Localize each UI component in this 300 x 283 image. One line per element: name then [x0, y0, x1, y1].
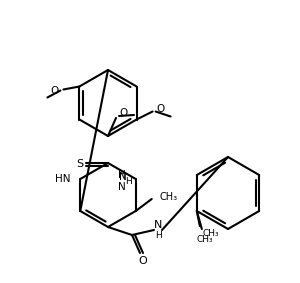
- Text: H: H: [154, 230, 161, 239]
- Text: N: N: [154, 220, 162, 230]
- Text: CH₃: CH₃: [196, 235, 213, 243]
- Text: H
N: H N: [118, 170, 126, 192]
- Text: HN: HN: [55, 174, 70, 184]
- Text: S: S: [76, 159, 84, 169]
- Text: O: O: [50, 87, 59, 97]
- Text: O: O: [120, 108, 128, 118]
- Text: CH₃: CH₃: [203, 228, 219, 237]
- Text: N: N: [119, 172, 127, 182]
- Text: H: H: [125, 177, 132, 186]
- Text: O: O: [139, 256, 147, 266]
- Text: CH₃: CH₃: [160, 192, 178, 202]
- Text: O: O: [157, 104, 165, 115]
